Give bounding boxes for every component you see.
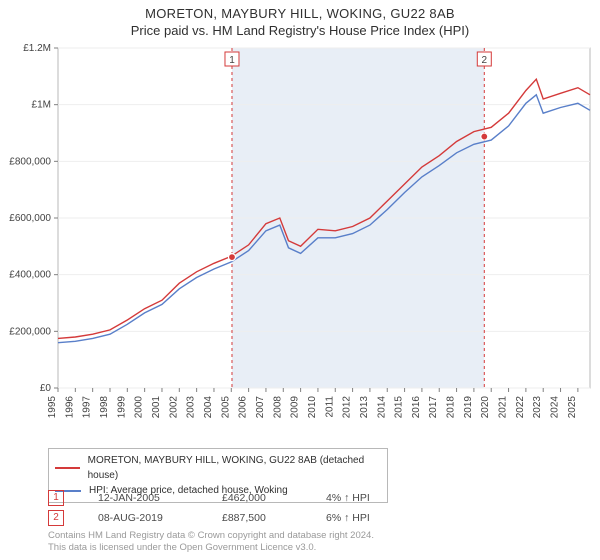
svg-text:2014: 2014 — [376, 395, 387, 418]
svg-text:2022: 2022 — [515, 395, 526, 418]
events-table: 1 12-JAN-2005 £462,000 4% ↑ HPI 2 08-AUG… — [48, 490, 406, 530]
event-price-1: £462,000 — [222, 492, 292, 504]
svg-text:2004: 2004 — [203, 395, 214, 418]
svg-text:2015: 2015 — [394, 395, 405, 418]
legend-swatch-series1 — [55, 467, 80, 469]
svg-text:£0: £0 — [40, 383, 52, 394]
legend-label-series1: MORETON, MAYBURY HILL, WOKING, GU22 8AB … — [88, 453, 381, 483]
event-price-2: £887,500 — [222, 512, 292, 524]
svg-text:1997: 1997 — [82, 395, 93, 418]
event-pct-1: 4% ↑ HPI — [326, 492, 406, 504]
svg-text:2017: 2017 — [428, 395, 439, 418]
svg-text:2003: 2003 — [186, 395, 197, 418]
event-marker-1: 1 — [48, 490, 64, 506]
event-marker-2: 2 — [48, 510, 64, 526]
svg-text:£600,000: £600,000 — [9, 213, 51, 224]
svg-text:2020: 2020 — [480, 395, 491, 418]
svg-text:1998: 1998 — [99, 395, 110, 418]
event-date-1: 12-JAN-2005 — [98, 492, 188, 504]
svg-text:£200,000: £200,000 — [9, 326, 51, 337]
svg-text:2025: 2025 — [567, 395, 578, 418]
svg-text:2019: 2019 — [463, 395, 474, 418]
title-subtitle: Price paid vs. HM Land Registry's House … — [0, 23, 600, 40]
svg-text:1996: 1996 — [64, 395, 75, 418]
svg-text:2005: 2005 — [220, 395, 231, 418]
svg-text:2009: 2009 — [290, 395, 301, 418]
attribution-line1: Contains HM Land Registry data © Crown c… — [48, 530, 374, 542]
event-pct-2: 6% ↑ HPI — [326, 512, 406, 524]
svg-text:2016: 2016 — [411, 395, 422, 418]
svg-text:£1.2M: £1.2M — [23, 43, 51, 54]
attribution-line2: This data is licensed under the Open Gov… — [48, 542, 374, 554]
svg-text:£1M: £1M — [32, 99, 51, 110]
svg-text:2001: 2001 — [151, 395, 162, 418]
svg-text:2021: 2021 — [498, 395, 509, 418]
svg-text:1999: 1999 — [116, 395, 127, 418]
svg-text:2006: 2006 — [238, 395, 249, 418]
svg-text:2010: 2010 — [307, 395, 318, 418]
svg-text:2007: 2007 — [255, 395, 266, 418]
svg-text:£800,000: £800,000 — [9, 156, 51, 167]
title-address: MORETON, MAYBURY HILL, WOKING, GU22 8AB — [0, 6, 600, 23]
svg-text:2024: 2024 — [550, 395, 561, 418]
svg-text:2013: 2013 — [359, 395, 370, 418]
svg-text:2: 2 — [482, 55, 488, 66]
svg-text:2000: 2000 — [134, 395, 145, 418]
svg-text:£400,000: £400,000 — [9, 269, 51, 280]
event-date-2: 08-AUG-2019 — [98, 512, 188, 524]
svg-text:2018: 2018 — [446, 395, 457, 418]
attribution: Contains HM Land Registry data © Crown c… — [48, 530, 374, 554]
svg-text:2011: 2011 — [324, 395, 335, 417]
svg-text:2002: 2002 — [168, 395, 179, 418]
svg-text:2012: 2012 — [342, 395, 353, 418]
price-chart: £0 £200,000 £400,000 £600,000 £800,000 £1M £1.… — [0, 40, 600, 440]
svg-text:1995: 1995 — [47, 395, 58, 418]
svg-text:2023: 2023 — [532, 395, 543, 418]
svg-text:2008: 2008 — [272, 395, 283, 418]
svg-text:1: 1 — [229, 55, 235, 66]
